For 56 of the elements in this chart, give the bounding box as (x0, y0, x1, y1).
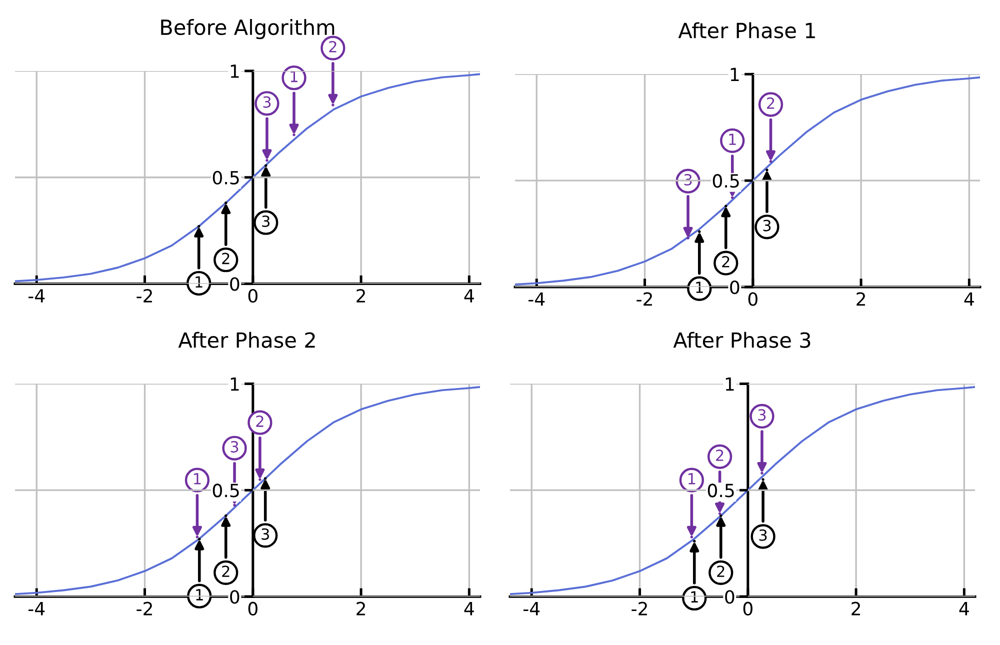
x-tick-label: -2 (632, 602, 647, 616)
annotation: 2 (222, 566, 230, 577)
annotation: 2 (329, 40, 336, 52)
annotation: 1 (691, 591, 698, 602)
annotation: 3 (759, 529, 767, 541)
x-tick-label: 4 (464, 602, 474, 616)
y-tick-label: 0.5 (212, 484, 239, 498)
annotation: 3 (262, 528, 269, 540)
annotation: 1 (194, 473, 201, 484)
annotation: 3 (230, 441, 238, 453)
chart-title: After Phase 2 (178, 332, 315, 348)
chart-title: Before Algorithm (161, 19, 334, 40)
annotation: 1 (688, 473, 696, 484)
chart-title: After Phase 3 (673, 332, 810, 348)
x-tick-label: 2 (856, 292, 865, 306)
x-tick-label: 2 (356, 602, 365, 616)
x-tick-label: -4 (524, 602, 540, 616)
annotation: 3 (758, 409, 766, 421)
y-tick-label: 0.5 (212, 170, 239, 184)
x-tick-label: 0 (248, 602, 258, 616)
x-tick-label: -2 (136, 288, 152, 302)
x-tick-label: 4 (959, 602, 969, 616)
x-tick-label: -2 (136, 602, 152, 616)
y-tick-label: 0 (230, 590, 240, 604)
annotation: 3 (262, 215, 270, 228)
annotation: 2 (722, 256, 730, 268)
annotation: 2 (222, 252, 230, 264)
x-tick-label: 4 (464, 289, 474, 302)
x-tick-label: 2 (852, 602, 860, 616)
y-tick-label: 0 (725, 590, 734, 604)
annotation: 3 (263, 96, 271, 108)
x-tick-label: -4 (28, 289, 45, 302)
y-tick-label: 1 (730, 68, 739, 82)
x-tick-label: 2 (356, 288, 365, 302)
x-tick-label: -4 (28, 602, 45, 616)
annotation: 2 (716, 450, 724, 461)
x-tick-label: -2 (636, 292, 652, 306)
annotation: 2 (256, 415, 264, 427)
y-tick-label: 1 (726, 377, 734, 391)
y-tick-label: 1 (230, 64, 239, 78)
annotation: 1 (196, 276, 202, 288)
y-tick-label: 0 (230, 277, 240, 291)
annotation: 1 (696, 282, 703, 293)
x-tick-label: -4 (528, 292, 545, 306)
annotation: 3 (763, 220, 771, 232)
y-tick-label: 1 (230, 377, 239, 391)
chart-title: After Phase 1 (678, 22, 815, 38)
x-tick-label: 0 (248, 288, 258, 303)
annotation: 2 (767, 97, 774, 109)
annotation: 2 (717, 566, 724, 577)
x-tick-label: 0 (748, 292, 758, 306)
annotation: 1 (196, 589, 203, 600)
x-tick-label: 0 (743, 602, 752, 616)
x-tick-label: 4 (964, 292, 974, 306)
y-tick-label: 0.5 (712, 174, 739, 188)
y-tick-label: 0.5 (708, 484, 734, 498)
